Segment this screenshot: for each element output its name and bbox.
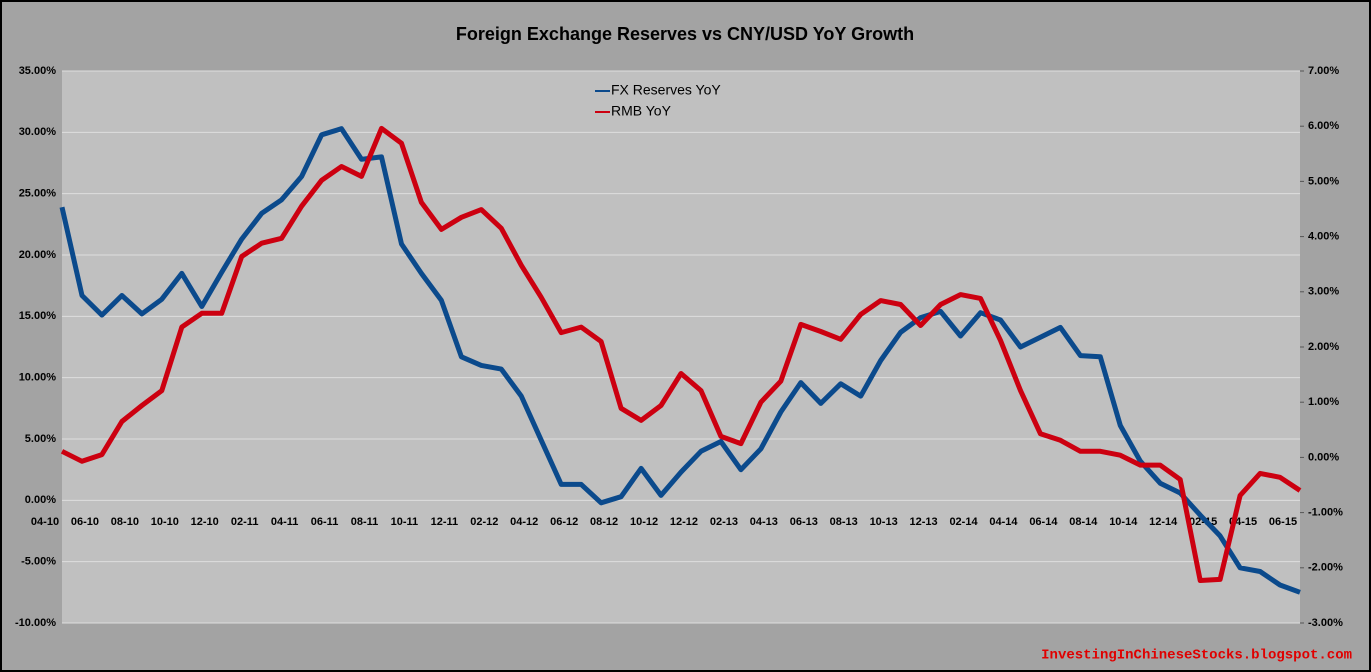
y-tick-label: 20.00%: [19, 249, 57, 261]
x-tick-label: 04-11: [271, 516, 299, 528]
y2-tick-label: 4.00%: [1308, 231, 1339, 243]
data-line: [60, 125, 1302, 583]
y2-tick-label: 2.00%: [1308, 341, 1339, 353]
x-tick-label: 02-14: [949, 516, 978, 528]
y2-tick-label: 0.00%: [1308, 451, 1339, 463]
y-tick-label: 25.00%: [19, 188, 57, 200]
y-tick-label: 15.00%: [19, 310, 57, 322]
y-tick-label: 5.00%: [25, 433, 56, 445]
x-tick-label: 06-13: [790, 516, 818, 528]
y2-tick-label: 6.00%: [1308, 120, 1339, 132]
y2-tick-label: -2.00%: [1308, 562, 1343, 574]
y2-tick-label: 1.00%: [1308, 396, 1339, 408]
x-tick-label: 10-12: [630, 516, 658, 528]
x-tick-label: 10-13: [870, 516, 898, 528]
x-tick-label: 06-12: [550, 516, 578, 528]
x-tick-label: 08-10: [111, 516, 139, 528]
y2-tick-label: 7.00%: [1308, 65, 1339, 77]
y-tick-label: -5.00%: [21, 556, 56, 568]
x-tick-label: 10-14: [1109, 516, 1138, 528]
x-tick-label: 12-11: [431, 516, 459, 528]
chart-title: Foreign Exchange Reserves vs CNY/USD YoY…: [456, 24, 914, 44]
y2-tick-label: -1.00%: [1308, 507, 1343, 519]
y2-tick-label: 3.00%: [1308, 286, 1339, 298]
x-tick-label: 06-14: [1029, 516, 1058, 528]
y-tick-label: -10.00%: [15, 617, 56, 629]
x-tick-label: 08-12: [590, 516, 618, 528]
legend-label: FX Reserves YoY: [611, 82, 721, 98]
x-tick-label: 10-11: [391, 516, 419, 528]
y-tick-label: 30.00%: [19, 126, 57, 138]
x-tick-label: 06-11: [311, 516, 339, 528]
y2-tick-label: 5.00%: [1308, 175, 1339, 187]
x-tick-label: 12-12: [670, 516, 698, 528]
y-tick-label: 0.00%: [25, 494, 56, 506]
x-tick-label: 12-13: [910, 516, 938, 528]
y-tick-label: 35.00%: [19, 65, 57, 77]
legend-label: RMB YoY: [611, 103, 672, 119]
x-tick-label: 08-14: [1069, 516, 1098, 528]
x-tick-label: 06-10: [71, 516, 99, 528]
x-tick-label: 12-10: [191, 516, 219, 528]
x-tick-label: 06-15: [1269, 516, 1297, 528]
x-tick-label: 08-11: [351, 516, 379, 528]
y2-tick-label: -3.00%: [1308, 617, 1343, 629]
x-tick-label: 10-10: [151, 516, 179, 528]
data-line: [59, 126, 1301, 595]
x-tick-label: 08-13: [830, 516, 858, 528]
x-tick-label: 12-14: [1149, 516, 1178, 528]
x-tick-label: 04-10: [31, 516, 59, 528]
x-tick-label: 02-13: [710, 516, 738, 528]
plot-area: [62, 71, 1300, 623]
x-tick-label: 04-14: [989, 516, 1018, 528]
watermark: InvestingInChineseStocks.blogspot.com: [1041, 648, 1352, 664]
y-tick-label: 10.00%: [19, 372, 57, 384]
x-tick-label: 02-12: [470, 516, 498, 528]
x-tick-label: 04-13: [750, 516, 778, 528]
x-tick-label: 04-12: [510, 516, 538, 528]
x-tick-label: 02-11: [231, 516, 259, 528]
